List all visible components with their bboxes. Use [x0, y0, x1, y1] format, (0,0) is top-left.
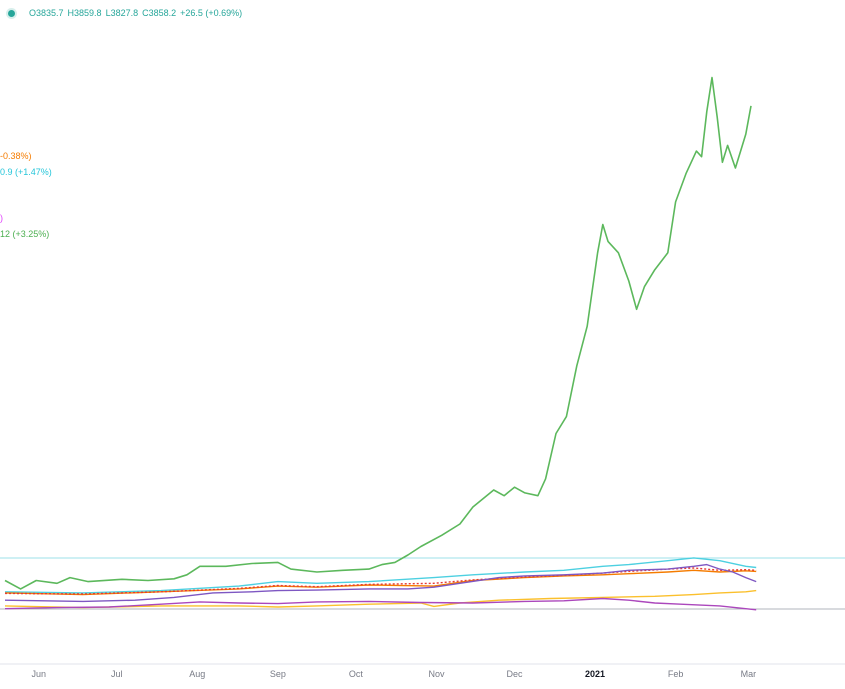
series-line-6[interactable] — [4, 589, 757, 609]
change-value: +26.5 (+0.69%) — [180, 8, 243, 18]
high-value: H3859.8 — [67, 8, 102, 18]
x-tick-label: Dec — [506, 669, 523, 679]
x-tick-label: Feb — [668, 669, 684, 679]
x-tick-label: Aug — [189, 669, 205, 679]
series-line-7[interactable] — [4, 597, 757, 611]
series-line-5[interactable] — [4, 563, 757, 603]
series-line-3[interactable] — [4, 569, 757, 596]
legend-orange[interactable]: -0.38%) — [0, 151, 32, 161]
open-value: O3835.7 — [29, 8, 64, 18]
ohlc-header: O3835.7 H3859.8 L3827.8 C3858.2 +26.5 (+… — [0, 5, 246, 21]
close-value: C3858.2 — [142, 8, 177, 18]
x-tick-label: 2021 — [585, 669, 605, 679]
x-tick-label: Mar — [741, 669, 757, 679]
low-value: L3827.8 — [105, 8, 139, 18]
legend-magenta[interactable]: ) — [0, 213, 3, 223]
legend-cyan[interactable]: 0.9 (+1.47%) — [0, 167, 52, 177]
x-tick-label: Sep — [270, 669, 286, 679]
series-line-2[interactable] — [4, 557, 757, 594]
x-tick-label: Jul — [111, 669, 123, 679]
legend-green[interactable]: 12 (+3.25%) — [0, 229, 50, 239]
series-line-4[interactable] — [4, 567, 757, 595]
symbol-status-icon[interactable] — [8, 9, 15, 17]
x-tick-label: Jun — [32, 669, 47, 679]
x-tick-label: Nov — [428, 669, 445, 679]
x-tick-label: Oct — [349, 669, 364, 679]
series-line-1[interactable] — [4, 76, 752, 590]
